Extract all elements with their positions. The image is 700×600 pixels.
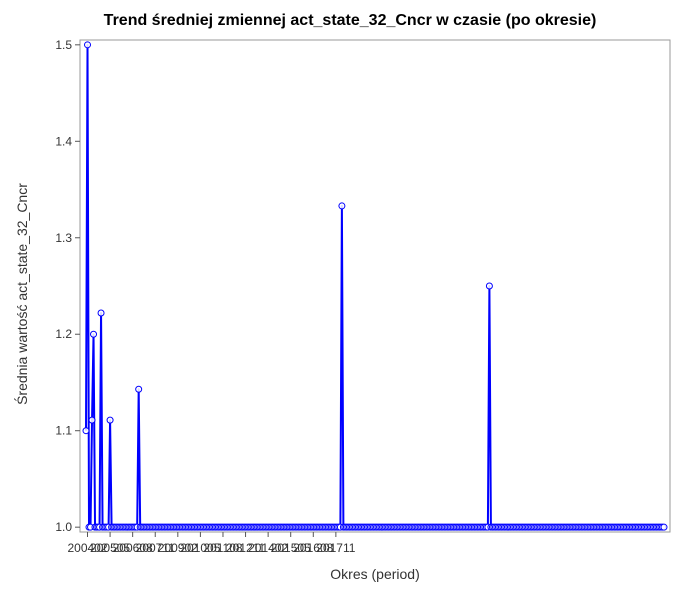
y-tick-label: 1.3 bbox=[55, 231, 72, 245]
x-tick-label: 201608 bbox=[293, 541, 333, 555]
x-axis-label: Okres (period) bbox=[330, 566, 420, 582]
x-tick-label: 200402 bbox=[67, 541, 107, 555]
series-line bbox=[85, 43, 664, 529]
x-tick-label: 201005 bbox=[180, 541, 220, 555]
data-point bbox=[82, 427, 90, 435]
data-point bbox=[88, 416, 96, 424]
data-point bbox=[106, 416, 114, 424]
x-axis: 2004022005052006082007112009022010052011… bbox=[67, 532, 356, 555]
x-tick-label: 201505 bbox=[271, 541, 311, 555]
x-tick-label: 200711 bbox=[136, 541, 175, 555]
x-tick-label: 201711 bbox=[316, 541, 355, 555]
plot-area-frame bbox=[79, 39, 671, 533]
y-axis: 1.0 1.1 1.2 1.3 1.4 1.5 bbox=[55, 38, 80, 534]
data-point bbox=[84, 41, 92, 49]
x-tick-label: 201108 bbox=[203, 541, 242, 555]
data-point bbox=[485, 282, 493, 290]
y-tick-label: 1.0 bbox=[55, 520, 72, 534]
y-tick-label: 1.5 bbox=[55, 38, 72, 52]
y-tick-label: 1.2 bbox=[55, 327, 72, 341]
x-tick-label: 201211 bbox=[226, 541, 265, 555]
x-tick-label: 200505 bbox=[90, 541, 130, 555]
data-point bbox=[135, 385, 143, 393]
data-point bbox=[660, 523, 668, 531]
data-point bbox=[90, 330, 98, 338]
data-point bbox=[97, 309, 105, 317]
y-tick-label: 1.1 bbox=[55, 424, 72, 438]
x-tick-label: 200902 bbox=[158, 541, 198, 555]
y-tick-label: 1.4 bbox=[55, 134, 72, 148]
chart-title: Trend średniej zmiennej act_state_32_Cnc… bbox=[103, 12, 597, 29]
x-tick-label: 201402 bbox=[248, 541, 288, 555]
series-group bbox=[82, 41, 668, 531]
data-point bbox=[338, 202, 346, 210]
x-tick-label: 200608 bbox=[113, 541, 153, 555]
